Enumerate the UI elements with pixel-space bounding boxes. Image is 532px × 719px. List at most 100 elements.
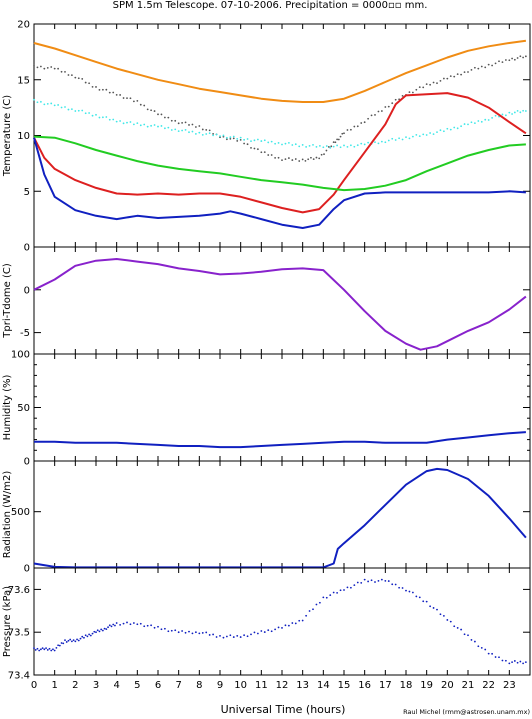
data-point [50,102,53,105]
data-point [405,589,407,592]
data-point [336,144,339,147]
x-axis: 0 1 2 3 4 5 6 7 8 9 10 11 12 13 14 15 16 17 18 19 20 21 22 23 [31,680,516,691]
data-point [81,109,84,112]
data-point [46,649,49,651]
data-point [432,607,435,609]
data-point [429,83,432,86]
series-temperature-1 [33,55,527,162]
series-temperature-2 [33,98,527,149]
data-point [215,636,218,638]
data-point [122,622,125,625]
data-point [401,138,404,141]
data-point [222,134,225,137]
data-point [480,120,483,123]
data-point [239,136,242,139]
y-tick-label: 500 [11,507,30,518]
data-point [405,136,407,139]
data-point [96,629,99,632]
data-point [143,625,146,628]
data-point [442,77,445,80]
data-point [122,97,125,99]
data-point [307,158,310,161]
data-point [467,71,469,73]
data-point [129,623,132,626]
y-tick-label: 50 [17,403,30,414]
data-point [115,120,118,123]
data-point [157,625,159,628]
data-point [436,608,438,611]
data-point [432,133,435,135]
data-point [524,661,527,664]
data-point [222,636,225,639]
data-point [318,144,321,147]
data-point [325,149,328,152]
x-tick-label: 21 [462,680,475,691]
data-point [174,128,177,131]
data-point [84,112,87,115]
data-point [294,158,297,160]
data-point [225,136,228,139]
data-point [277,626,280,629]
data-point [287,624,290,627]
data-point [95,86,97,88]
data-point [353,125,356,128]
data-point [291,144,294,146]
data-point [370,579,373,582]
data-point [401,94,404,97]
data-point [312,158,315,161]
data-point [177,122,180,125]
data-point [398,137,401,140]
data-point [132,100,135,103]
data-point [513,58,516,61]
data-point [367,141,370,144]
data-point [95,113,97,116]
data-point [253,147,256,150]
data-point [43,67,46,70]
data-point [374,581,376,583]
data-point [511,57,513,60]
data-point [384,579,387,582]
data-point [170,629,173,632]
data-point [153,110,156,112]
data-point [473,640,476,643]
data-point [198,632,201,635]
data-point [53,67,56,70]
data-point [460,628,463,631]
data-point [229,136,232,139]
data-point [308,145,311,147]
data-point [349,586,352,589]
chart-panels: 0 5 10 15 20 Temperature (C) -5 0 Tpri-Tdome (C)… [2,20,531,682]
data-point [480,65,483,68]
data-point [256,148,259,151]
data-point [327,146,330,148]
data-point [387,139,390,142]
data-point [232,135,235,138]
data-point [460,73,463,76]
data-point [380,110,383,112]
data-point [473,122,476,124]
data-point [212,134,215,137]
data-point [446,127,449,130]
data-point [339,589,342,592]
data-point [325,596,328,599]
data-point [256,138,259,141]
data-point [298,145,301,148]
data-point [504,114,507,117]
data-point [522,109,525,112]
data-point [146,125,149,128]
data-point [418,596,421,599]
data-point [229,137,232,140]
data-point [60,642,63,644]
data-point [110,625,113,628]
data-point [310,156,312,159]
data-point [98,116,101,119]
y-tick-label: 73.4 [8,671,30,682]
data-point [232,137,235,140]
data-point [250,633,252,636]
data-point [494,114,497,117]
data-point [484,118,487,121]
data-point [487,652,490,655]
data-point [332,591,335,594]
data-point [194,126,197,128]
series-pressure-0 [33,578,527,665]
